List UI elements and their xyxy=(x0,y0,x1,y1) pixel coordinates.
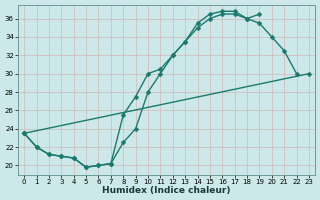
X-axis label: Humidex (Indice chaleur): Humidex (Indice chaleur) xyxy=(102,186,231,195)
